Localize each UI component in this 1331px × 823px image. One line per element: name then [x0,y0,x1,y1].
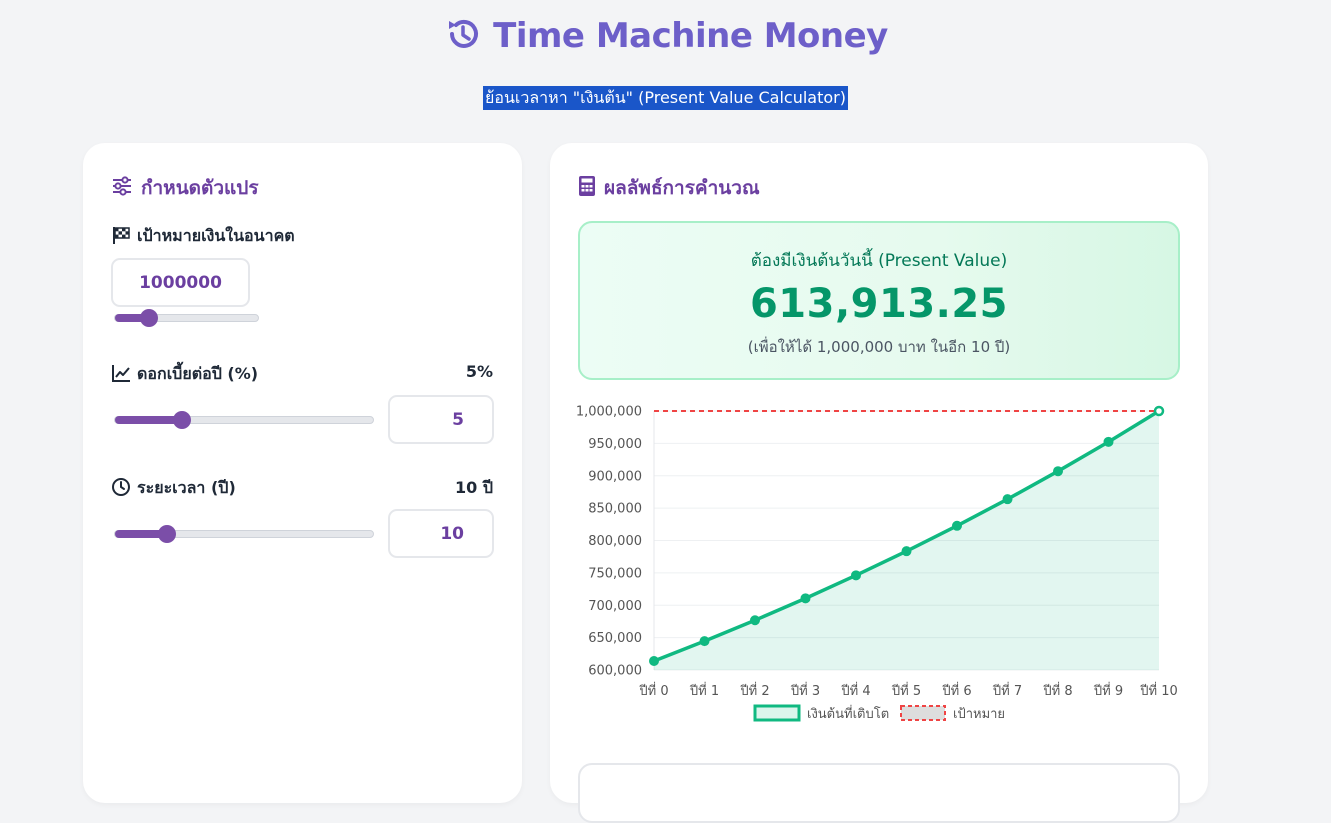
page-subtitle: ย้อนเวลาหา "เงินต้น" (Present Value Calc… [482,86,848,110]
variables-card-header: กำหนดตัวแปร [111,173,259,203]
future-value-label: เป้าหมายเงินในอนาคต [137,226,295,245]
interest-rate-input[interactable]: 5 [388,395,494,444]
growth-chart: 1,000,000 950,000 900,000 850,000 800,000 750… [576,405,1178,723]
present-value-label: ต้องมีเงินต้นวันนี้ (Present Value) [750,251,1008,271]
interest-rate-slider-fill [115,416,183,424]
detail-box [578,763,1180,823]
interest-rate-label-row: ดอกเบี้ยต่อปี (%) [111,362,258,387]
x-tick-label: ปีที่ 6 [941,682,971,699]
growth-point [750,615,760,626]
title-row: Time Machine Money [0,14,1331,58]
sliders-icon [111,175,133,202]
future-value-input[interactable]: 1000000 [111,258,250,307]
result-card: ผลลัพธ์การคำนวณ ต้องมีเงินต้นวันนี้ (Pre… [550,143,1208,823]
legend-label-growth: เงินต้นที่เติบโต [807,705,889,722]
growth-point [1103,436,1114,447]
legend-swatch-target [900,705,946,721]
duration-input[interactable]: 10 [388,509,494,558]
duration-slider[interactable] [114,525,374,543]
x-tick-label: ปีที่ 1 [689,682,719,699]
growth-point [952,520,962,531]
y-tick-label: 1,000,000 [576,405,642,420]
growth-point [699,636,710,647]
duration-label-row: ระยะเวลา (ปี) [111,476,236,501]
growth-point [1053,466,1063,477]
variables-card-title: กำหนดตัวแปร [141,177,259,199]
y-tick-label: 750,000 [588,566,642,581]
duration-slider-fill [115,530,167,538]
duration-slider-thumb[interactable] [157,525,176,543]
x-tick-label: ปีที่ 2 [739,682,769,699]
interest-rate-slider[interactable] [114,411,374,429]
legend-swatch-growth [753,704,801,722]
page-title: Time Machine Money [493,16,888,56]
future-value-slider-fill [115,314,150,322]
calculator-icon [578,175,596,202]
interest-rate-label: ดอกเบี้ยต่อปี (%) [137,364,259,383]
future-value-label-row: เป้าหมายเงินในอนาคต [111,224,295,249]
x-tick-label: ปีที่ 5 [891,682,921,699]
x-tick-label: ปีที่ 0 [638,682,668,699]
present-value-note: (เพื่อให้ได้ 1,000,000 บาท ในอีก 10 ปี) [747,338,1011,356]
y-tick-label: 800,000 [588,534,642,549]
growth-point [800,593,811,604]
checkered-flag-icon [111,225,131,249]
interest-rate-input-text: 5 [452,409,464,430]
x-tick-label: ปีที่ 4 [840,682,870,699]
duration-label: ระยะเวลา (ปี) [137,478,236,497]
y-tick-label: 900,000 [588,469,642,484]
growth-point [1002,494,1013,505]
y-tick-label: 700,000 [588,599,642,614]
x-tick-label: ปีที่ 3 [790,682,820,699]
x-tick-label: ปีที่ 8 [1042,682,1072,699]
growth-point [901,546,912,557]
x-tick-label: ปีที่ 9 [1093,682,1123,699]
y-tick-label: 650,000 [588,631,642,646]
history-icon [443,14,483,58]
growth-area [654,411,1159,670]
future-value-slider-thumb[interactable] [140,309,159,327]
duration-input-text: 10 [440,523,464,544]
chart-line-icon [111,363,131,387]
interest-rate-slider-thumb[interactable] [173,411,192,429]
growth-point [649,655,659,666]
x-tick-label: ปีที่ 7 [992,682,1022,699]
legend-label-target: เป้าหมาย [953,707,1005,722]
y-tick-label: 600,000 [588,664,642,679]
clock-icon [111,477,131,501]
present-value-box: ต้องมีเงินต้นวันนี้ (Present Value) 613,… [578,221,1180,380]
variables-card: กำหนดตัวแปร เป้าหมายเงินในอนาคต 1000000 [83,143,522,803]
y-tick-label: 950,000 [588,437,642,452]
growth-point [1153,405,1165,417]
future-value-input-text: 1000000 [139,272,222,293]
interest-rate-display: 5% [465,362,493,381]
x-tick-label: ปีที่ 10 [1139,682,1178,699]
result-card-title: ผลลัพธ์การคำนวณ [604,177,760,199]
future-value-slider[interactable] [114,309,259,327]
y-tick-label: 850,000 [588,502,642,517]
duration-display: 10 ปี [455,478,493,497]
growth-point [851,570,861,581]
present-value-amount: 613,913.25 [749,281,1009,327]
result-card-header: ผลลัพธ์การคำนวณ [578,173,760,203]
